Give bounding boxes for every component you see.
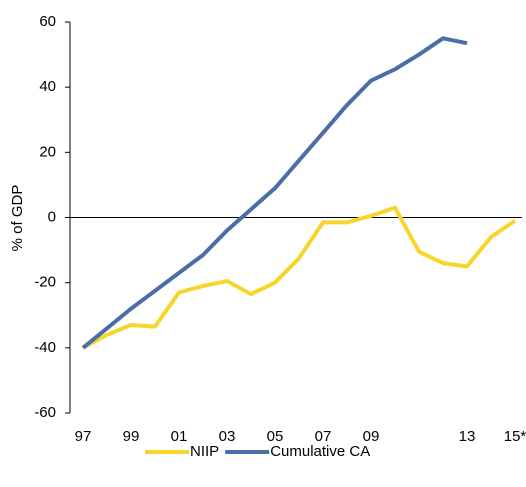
x-tick-label: 15* (504, 428, 526, 445)
x-tick-label: 01 (171, 428, 188, 445)
y-tick-label: 40 (39, 78, 56, 95)
x-tick-label: 07 (315, 428, 332, 445)
x-tick-label: 05 (267, 428, 284, 445)
series-line (81, 36, 468, 350)
x-tick-label: 13 (459, 428, 476, 445)
legend-label: NIIP (190, 443, 219, 460)
y-tick-label: -40 (34, 339, 56, 356)
x-tick-label: 09 (363, 428, 380, 445)
y-tick-label: -60 (34, 404, 56, 421)
x-tick-label: 03 (219, 428, 236, 445)
legend-label: Cumulative CA (270, 443, 370, 460)
y-tick-label: 20 (39, 143, 56, 160)
y-axis-label: % of GDP (9, 185, 26, 252)
x-tick-label: 97 (75, 428, 92, 445)
y-tick-label: -20 (34, 274, 56, 291)
y-tick-label: 60 (39, 13, 56, 30)
x-tick-label: 99 (123, 428, 140, 445)
series-line (82, 205, 517, 350)
y-tick-label: 0 (48, 208, 56, 225)
